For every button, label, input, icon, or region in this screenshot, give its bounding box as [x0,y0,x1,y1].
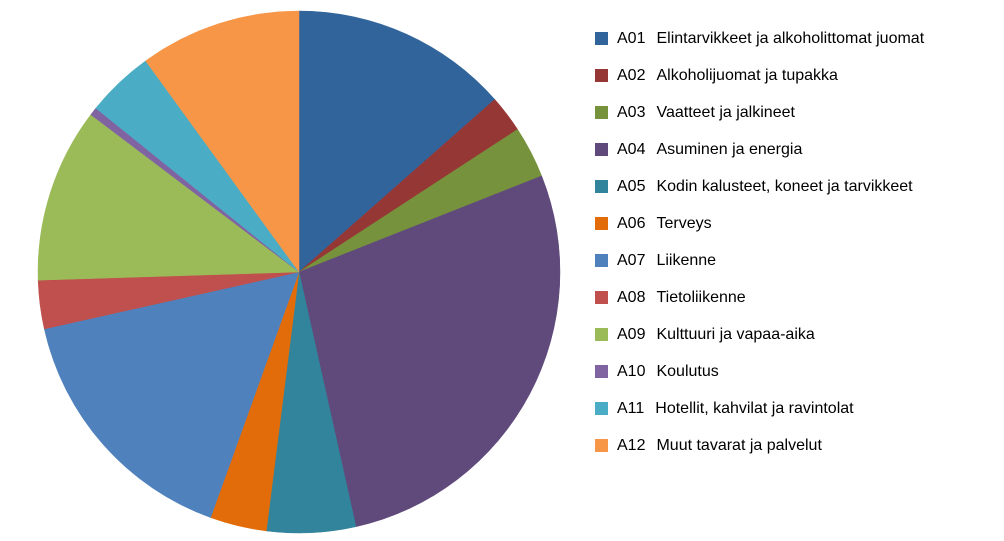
legend-code: A02 [617,66,646,84]
legend-swatch-a12 [595,439,608,452]
pie-chart [37,10,561,534]
legend-code: A06 [617,214,646,232]
legend-item-a12: A12 Muut tavarat ja palvelut [595,427,1000,464]
legend-swatch-a09 [595,328,608,341]
legend-swatch-a04 [595,143,608,156]
legend-code: A12 [617,436,646,454]
legend-swatch-a05 [595,180,608,193]
legend-swatch-a11 [595,402,608,415]
legend-item-a06: A06 Terveys [595,205,1000,242]
legend-code: A09 [617,325,646,343]
legend-label: Liikenne [656,251,717,269]
legend-code: A03 [617,103,646,121]
legend-label: Koulutus [656,362,719,380]
legend-item-a02: A02 Alkoholijuomat ja tupakka [595,57,1000,94]
legend-label: Elintarvikkeet ja alkoholittomat juomat [656,29,925,47]
legend-label: Kulttuuri ja vapaa-aika [656,325,815,343]
pie-slice-a07 [43,271,300,518]
pie-slice-a09 [37,114,300,281]
legend-code: A08 [617,288,646,306]
pie-slice-a04 [298,175,561,528]
legend-code: A11 [617,399,645,417]
pie-slice-a01 [298,10,496,273]
legend-code: A07 [617,251,646,269]
legend-swatch-a10 [595,365,608,378]
legend-label: Asuminen ja energia [656,140,803,158]
legend-item-a11: A11 Hotellit, kahvilat ja ravintolat [595,390,1000,427]
legend-item-a07: A07 Liikenne [595,242,1000,279]
legend-swatch-a07 [595,254,608,267]
legend-code: A04 [617,140,646,158]
legend-swatch-a08 [595,291,608,304]
legend-swatch-a02 [595,69,608,82]
legend: A01 Elintarvikkeet ja alkoholittomat juom… [595,20,1000,464]
legend-item-a05: A05 Kodin kalusteet, koneet ja tarvikkeet [595,168,1000,205]
legend-label: Muut tavarat ja palvelut [656,436,822,454]
legend-label: Vaatteet ja jalkineet [656,103,795,121]
legend-swatch-a06 [595,217,608,230]
legend-label: Kodin kalusteet, koneet ja tarvikkeet [656,177,913,195]
legend-swatch-a03 [595,106,608,119]
legend-item-a01: A01 Elintarvikkeet ja alkoholittomat juom… [595,20,1000,57]
pie-slice-a12 [145,10,300,273]
legend-item-a04: A04 Asuminen ja energia [595,131,1000,168]
legend-item-a10: A10 Koulutus [595,353,1000,390]
legend-code: A01 [617,29,646,47]
legend-label: Alkoholijuomat ja tupakka [656,66,838,84]
legend-label: Hotellit, kahvilat ja ravintolat [655,399,854,417]
legend-item-a08: A08 Tietoliikenne [595,279,1000,316]
legend-swatch-a01 [595,32,608,45]
legend-code: A10 [617,362,646,380]
legend-item-a09: A09 Kulttuuri ja vapaa-aika [595,316,1000,353]
legend-code: A05 [617,177,646,195]
legend-label: Terveys [656,214,712,232]
legend-label: Tietoliikenne [656,288,746,306]
legend-item-a03: A03 Vaatteet ja jalkineet [595,94,1000,131]
